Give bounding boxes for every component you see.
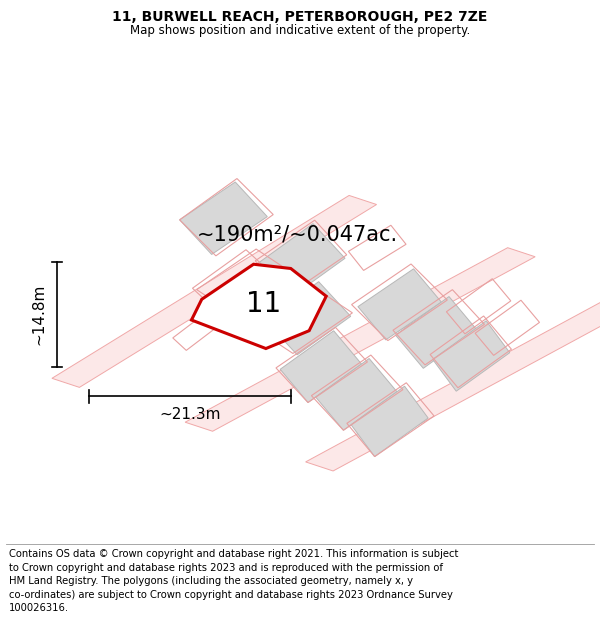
Polygon shape	[305, 288, 600, 471]
Text: ~14.8m: ~14.8m	[31, 284, 46, 345]
Polygon shape	[316, 359, 397, 430]
Polygon shape	[179, 182, 267, 254]
Polygon shape	[259, 224, 345, 297]
Polygon shape	[185, 248, 535, 431]
Polygon shape	[52, 196, 377, 388]
Polygon shape	[280, 331, 362, 402]
Text: Map shows position and indicative extent of the property.: Map shows position and indicative extent…	[130, 24, 470, 37]
Text: Contains OS data © Crown copyright and database right 2021. This information is : Contains OS data © Crown copyright and d…	[9, 549, 458, 614]
Text: ~21.3m: ~21.3m	[159, 407, 221, 422]
Polygon shape	[191, 264, 326, 349]
Polygon shape	[395, 296, 477, 368]
Polygon shape	[433, 321, 510, 391]
Text: 11, BURWELL REACH, PETERBOROUGH, PE2 7ZE: 11, BURWELL REACH, PETERBOROUGH, PE2 7ZE	[112, 10, 488, 24]
Text: ~190m²/~0.047ac.: ~190m²/~0.047ac.	[197, 224, 398, 244]
Text: 11: 11	[246, 289, 281, 318]
Polygon shape	[265, 282, 350, 355]
Polygon shape	[358, 269, 442, 340]
Polygon shape	[351, 386, 428, 457]
